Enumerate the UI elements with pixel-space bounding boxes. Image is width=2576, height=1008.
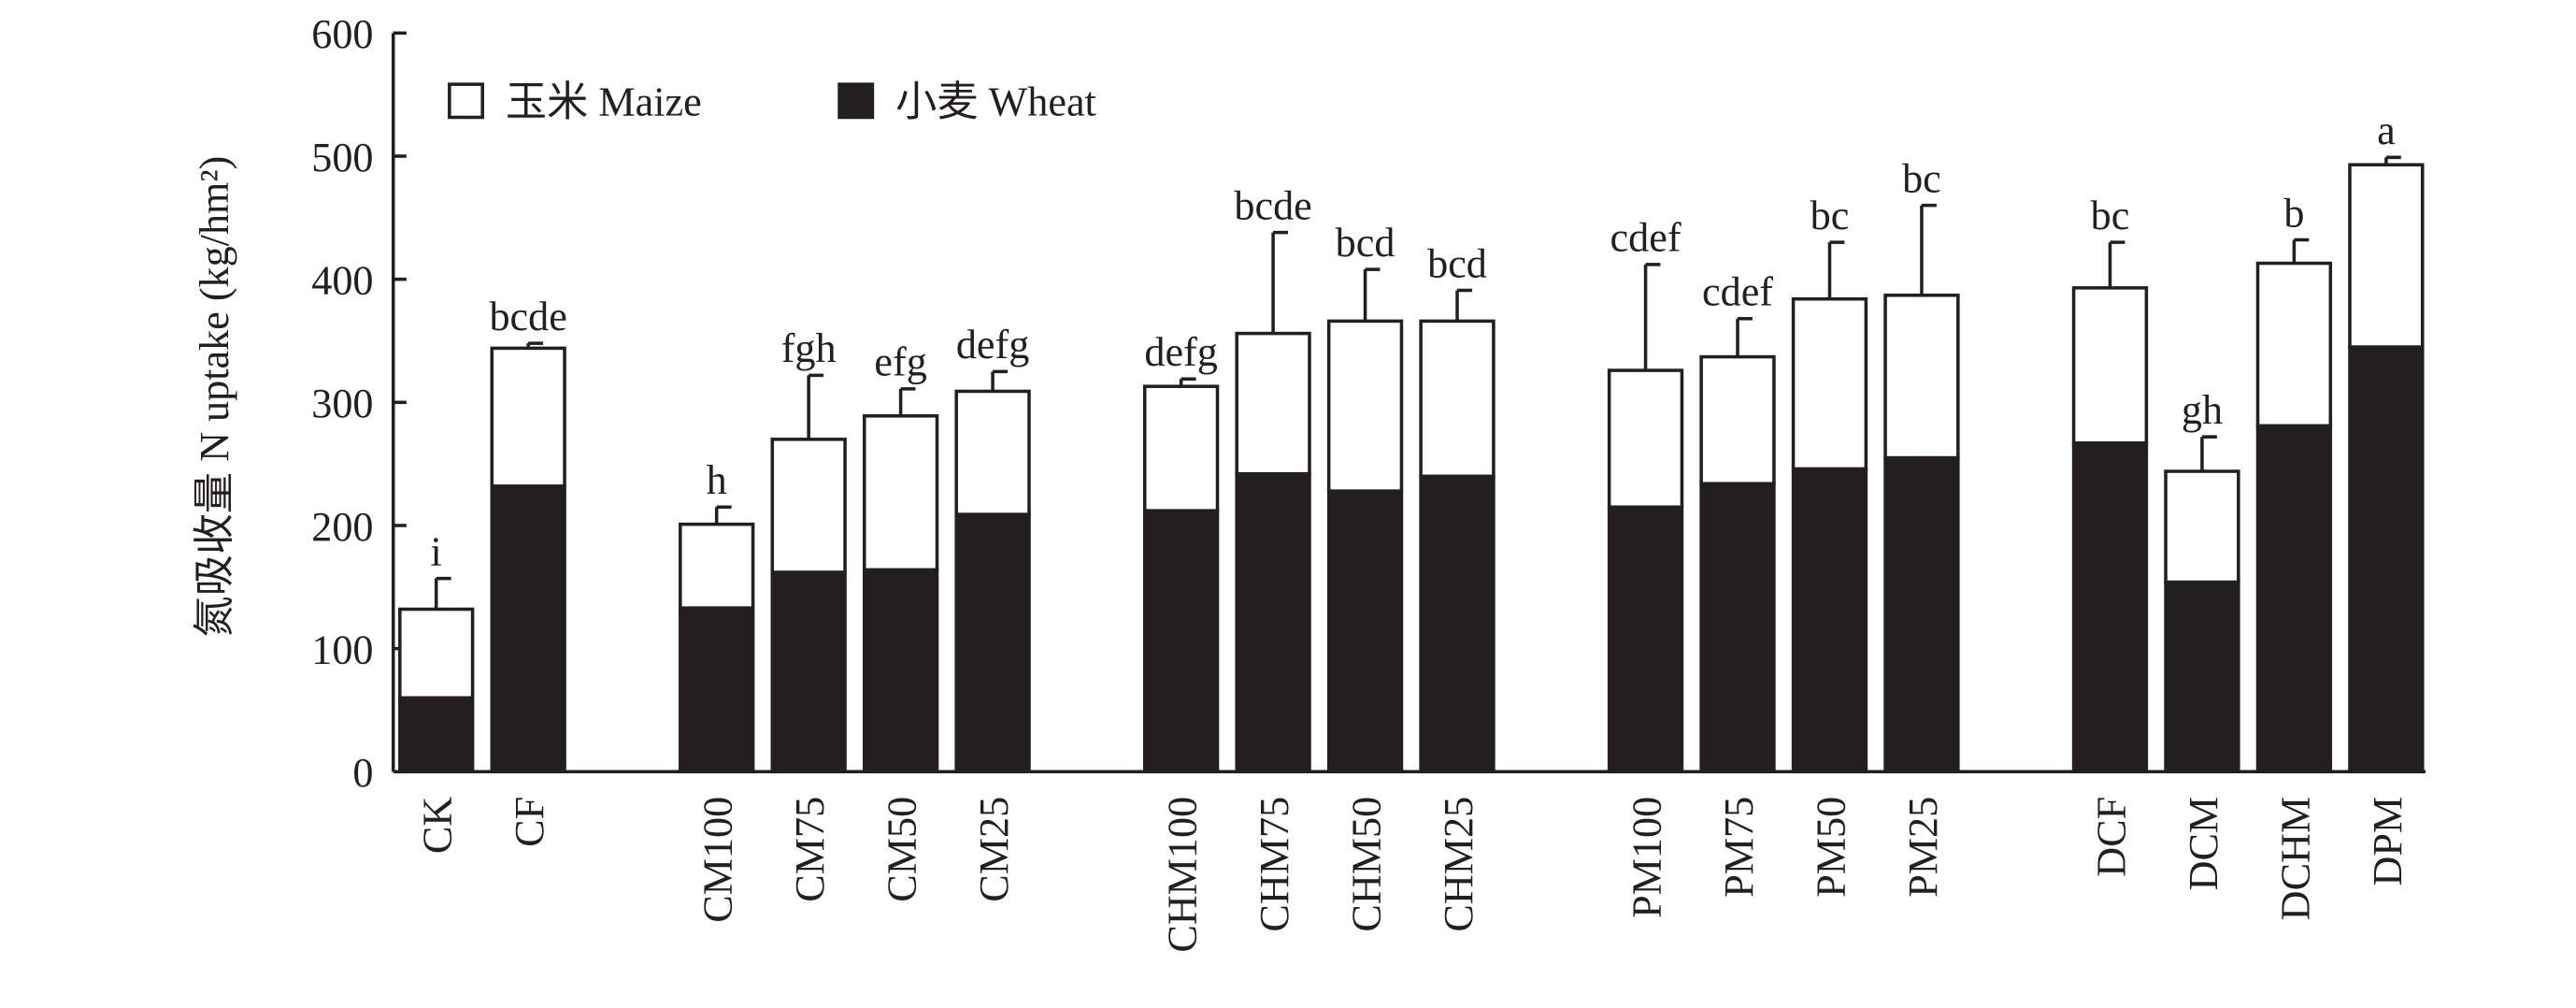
bar-segment xyxy=(1419,319,1496,479)
bar-segment xyxy=(954,512,1031,774)
legend-swatch xyxy=(837,82,875,120)
bar-segment xyxy=(862,414,939,572)
bar-segment xyxy=(1607,505,1684,774)
bar-segment xyxy=(1699,482,1776,774)
x-tick-label: CM100 xyxy=(695,797,741,923)
significance-label: cdef xyxy=(1702,269,1773,315)
bar-segment xyxy=(1235,471,1311,774)
significance-label: defg xyxy=(956,322,1030,367)
y-tick-label: 100 xyxy=(311,627,373,673)
x-tick-label: CM50 xyxy=(880,797,925,902)
bar-segment xyxy=(2071,440,2149,774)
bar-segment xyxy=(1326,319,1404,493)
legend-label: 小麦 Wheat xyxy=(895,79,1096,125)
significance-label: a xyxy=(2377,108,2396,153)
significance-label: bcde xyxy=(1234,182,1311,228)
bar-segment xyxy=(490,346,566,488)
bar-segment xyxy=(1419,474,1496,774)
bar-segment xyxy=(1142,509,1220,774)
significance-label: gh xyxy=(2182,387,2223,433)
bar-segment xyxy=(770,438,847,574)
x-tick-label: DCF xyxy=(2088,797,2134,877)
y-tick-label: 500 xyxy=(311,135,373,180)
significance-label: i xyxy=(431,528,442,574)
bar-segment xyxy=(770,570,847,774)
x-tick-label: CHM25 xyxy=(1436,797,1481,932)
bar-segment xyxy=(1235,331,1311,476)
bar-segment xyxy=(1883,294,1960,460)
x-tick-label: CHM100 xyxy=(1160,797,1206,953)
bar-segment xyxy=(2255,424,2333,774)
x-tick-label: PM75 xyxy=(1716,797,1762,898)
x-tick-label: CHM75 xyxy=(1252,797,1297,932)
bar-segment xyxy=(2348,345,2425,774)
x-tick-label: CHM50 xyxy=(1343,797,1389,932)
x-tick-label: CM75 xyxy=(787,797,833,902)
x-tick-label: CF xyxy=(507,797,552,847)
significance-label: bc xyxy=(1810,193,1850,238)
legend-swatch xyxy=(448,82,484,120)
significance-label: defg xyxy=(1144,329,1218,375)
x-tick-label: PM50 xyxy=(1808,797,1853,898)
y-tick-label: 200 xyxy=(311,504,373,550)
bar-segment xyxy=(679,606,755,774)
y-axis-title: 氮吸收量 N uptake (kg/hm²) xyxy=(192,156,237,638)
significance-label: bcd xyxy=(1427,240,1487,286)
bar-segment xyxy=(2348,163,2425,349)
bar-segment xyxy=(2071,286,2149,445)
significance-label: bc xyxy=(2091,193,2130,238)
y-tick-label: 0 xyxy=(352,750,373,796)
bar-segment xyxy=(679,522,755,610)
significance-label: bcd xyxy=(1336,220,1395,266)
bar-segment xyxy=(1791,296,1868,471)
bar-segment xyxy=(398,607,475,700)
bar-segment xyxy=(954,389,1031,516)
x-tick-label: CK xyxy=(415,797,461,854)
bar-segment xyxy=(398,696,475,774)
x-tick-label: PM100 xyxy=(1624,797,1669,918)
x-tick-label: PM25 xyxy=(1900,797,1946,898)
significance-label: h xyxy=(707,457,727,503)
bar-segment xyxy=(1791,467,1868,774)
bar-segment xyxy=(2255,261,2333,428)
bar-segment xyxy=(1607,368,1684,509)
significance-label: bc xyxy=(1902,156,1941,202)
significance-label: fgh xyxy=(781,325,837,371)
y-tick-label: 400 xyxy=(311,258,373,304)
significance-label: cdef xyxy=(1610,215,1682,261)
bar-segment xyxy=(2164,469,2240,584)
significance-label: efg xyxy=(874,339,926,385)
y-tick-label: 600 xyxy=(311,11,373,57)
y-tick-label: 300 xyxy=(311,381,373,426)
bar-segment xyxy=(1699,354,1776,485)
significance-label: b xyxy=(2283,190,2304,236)
bar-segment xyxy=(2164,580,2240,774)
x-tick-label: DCHM xyxy=(2272,797,2318,921)
bar-segment xyxy=(862,568,939,774)
bar-segment xyxy=(1326,489,1404,774)
legend-label: 玉米 Maize xyxy=(506,79,702,125)
x-tick-label: DCM xyxy=(2181,797,2226,891)
significance-label: bcde xyxy=(489,294,566,339)
bar-segment xyxy=(1883,455,1960,774)
x-tick-label: CM25 xyxy=(971,797,1017,902)
bar-segment xyxy=(1142,384,1220,512)
bar-segment xyxy=(490,484,566,774)
x-tick-label: DPM xyxy=(2365,797,2411,886)
